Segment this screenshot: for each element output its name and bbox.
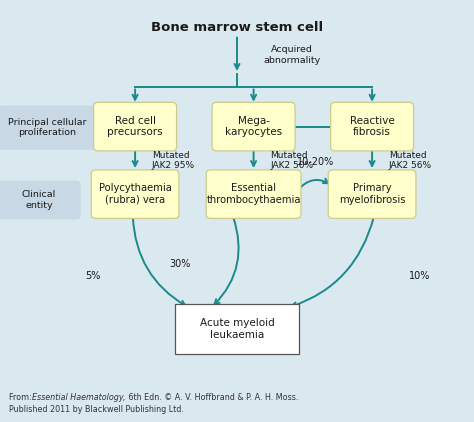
Text: Published 2011 by Blackwell Publishing Ltd.: Published 2011 by Blackwell Publishing L… bbox=[9, 405, 184, 414]
Text: Acquired
abnormality: Acquired abnormality bbox=[263, 45, 320, 65]
Text: 10-20%: 10-20% bbox=[297, 157, 334, 168]
Text: Mega-
karyocytes: Mega- karyocytes bbox=[225, 116, 282, 138]
FancyBboxPatch shape bbox=[93, 103, 176, 151]
Text: Mutated
JAK2 56%: Mutated JAK2 56% bbox=[389, 151, 432, 170]
Text: From:: From: bbox=[9, 393, 35, 402]
Text: Mutated
JAK2 95%: Mutated JAK2 95% bbox=[152, 151, 195, 170]
Text: Mutated
JAK2 50%: Mutated JAK2 50% bbox=[270, 151, 313, 170]
FancyBboxPatch shape bbox=[212, 103, 295, 151]
FancyBboxPatch shape bbox=[206, 170, 301, 219]
Text: Clinical
entity: Clinical entity bbox=[22, 190, 56, 210]
Text: 30%: 30% bbox=[169, 259, 191, 269]
Text: Primary
myelofibrosis: Primary myelofibrosis bbox=[339, 183, 405, 205]
Text: Acute myeloid
leukaemia: Acute myeloid leukaemia bbox=[200, 318, 274, 340]
Text: Principal cellular
proliferation: Principal cellular proliferation bbox=[8, 118, 87, 137]
FancyBboxPatch shape bbox=[175, 304, 299, 354]
FancyBboxPatch shape bbox=[328, 170, 416, 219]
Text: Bone marrow stem cell: Bone marrow stem cell bbox=[151, 21, 323, 34]
Text: 6th Edn. © A. V. Hoffbrand & P. A. H. Moss.: 6th Edn. © A. V. Hoffbrand & P. A. H. Mo… bbox=[126, 393, 298, 402]
Text: Essential Haematology,: Essential Haematology, bbox=[32, 393, 126, 402]
Text: Red cell
precursors: Red cell precursors bbox=[107, 116, 163, 138]
Text: Essential
thrombocythaemia: Essential thrombocythaemia bbox=[206, 183, 301, 205]
FancyBboxPatch shape bbox=[331, 103, 413, 151]
FancyBboxPatch shape bbox=[0, 106, 100, 150]
Text: Polycythaemia
(rubra) vera: Polycythaemia (rubra) vera bbox=[99, 183, 172, 205]
FancyBboxPatch shape bbox=[91, 170, 179, 219]
Text: 10%: 10% bbox=[409, 271, 430, 281]
FancyBboxPatch shape bbox=[0, 181, 81, 219]
Text: 5%: 5% bbox=[85, 271, 100, 281]
Text: Reactive
fibrosis: Reactive fibrosis bbox=[350, 116, 394, 138]
